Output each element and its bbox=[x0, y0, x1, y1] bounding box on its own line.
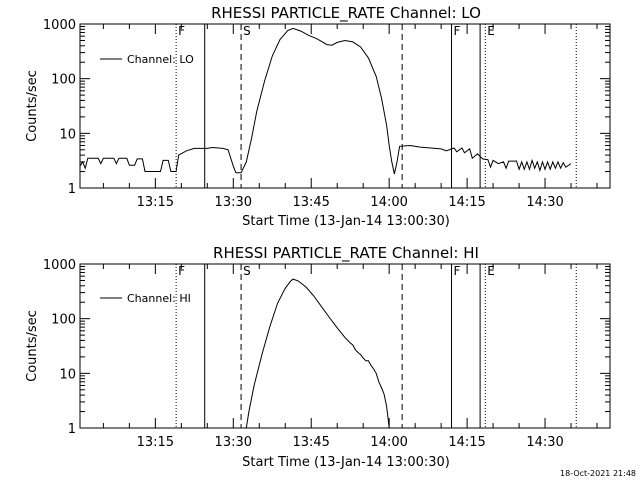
y-tick-label: 1 bbox=[68, 182, 76, 197]
x-axis-ticks: 13:15 13:30 13:45 14:00 14:15 14:30 bbox=[102, 264, 598, 450]
timestamp-stamp: 18-Oct-2021 21:48 bbox=[560, 469, 636, 478]
chart-title: RHESSI PARTICLE_RATE Channel: HI bbox=[213, 244, 479, 263]
x-axis-label: Start Time (13-Jan-14 13:00:30) bbox=[242, 214, 450, 229]
x-tick-label: 14:00 bbox=[370, 195, 407, 210]
x-tick-label: 14:30 bbox=[526, 435, 563, 450]
chart-title: RHESSI PARTICLE_RATE Channel: LO bbox=[211, 4, 481, 23]
y-axis-ticks: 1 10 100 1000 bbox=[43, 258, 610, 437]
x-tick-label: 13:45 bbox=[292, 195, 329, 210]
x-axis-ticks: 13:15 13:30 13:45 14:00 14:15 14:30 bbox=[102, 24, 598, 210]
x-tick-label: 14:15 bbox=[448, 435, 485, 450]
series-line-channel-lo bbox=[79, 27, 572, 175]
marker-label: E bbox=[487, 264, 495, 278]
plot-frame bbox=[79, 23, 611, 189]
y-tick-label: 100 bbox=[51, 73, 76, 88]
marker-label: F bbox=[454, 24, 461, 38]
x-tick-label: 14:00 bbox=[370, 435, 407, 450]
marker-label: E bbox=[487, 24, 495, 38]
x-axis-label: Start Time (13-Jan-14 13:00:30) bbox=[242, 455, 450, 470]
x-tick-label: 13:30 bbox=[215, 195, 252, 210]
marker-label: S bbox=[243, 24, 251, 38]
series-line-channel-hi bbox=[245, 278, 390, 429]
legend-label: Channel: LO bbox=[127, 53, 194, 66]
y-axis-label: Counts/sec bbox=[25, 70, 40, 142]
y-tick-label: 100 bbox=[51, 313, 76, 328]
y-tick-label: 1 bbox=[68, 422, 76, 437]
x-tick-label: 13:15 bbox=[137, 435, 174, 450]
x-tick-label: 14:30 bbox=[526, 195, 563, 210]
y-axis-label: Counts/sec bbox=[25, 310, 40, 382]
legend-label: Channel: HI bbox=[127, 292, 191, 305]
plot-frame bbox=[79, 263, 611, 429]
x-tick-label: 13:45 bbox=[292, 435, 329, 450]
x-tick-label: 13:30 bbox=[215, 435, 252, 450]
marker-label: F bbox=[178, 24, 185, 38]
y-tick-label: 10 bbox=[59, 367, 76, 382]
x-tick-label: 14:15 bbox=[448, 195, 485, 210]
marker-label: F bbox=[178, 264, 185, 278]
y-tick-label: 10 bbox=[59, 127, 76, 142]
x-tick-label: 13:15 bbox=[137, 195, 174, 210]
y-tick-label: 1000 bbox=[43, 18, 76, 33]
marker-label: S bbox=[243, 264, 251, 278]
y-axis-ticks: 1 10 100 1000 bbox=[43, 18, 610, 197]
marker-label: F bbox=[454, 264, 461, 278]
y-tick-label: 1000 bbox=[43, 258, 76, 273]
